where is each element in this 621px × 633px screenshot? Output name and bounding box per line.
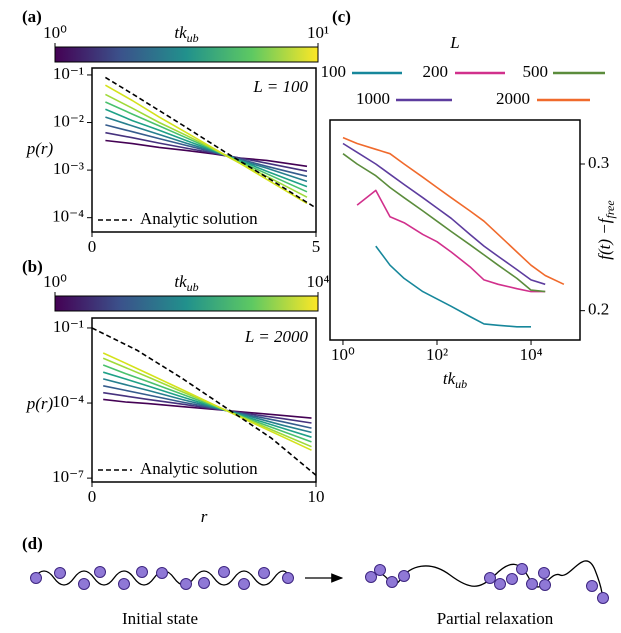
x-axis-label: r bbox=[201, 507, 208, 526]
y-tick-label: 10⁻³ bbox=[53, 159, 84, 178]
series-line bbox=[105, 93, 308, 198]
x-tick-label: 0 bbox=[88, 487, 97, 506]
colorbar-label-sub: ub bbox=[187, 280, 199, 294]
series-line bbox=[105, 124, 308, 178]
panel-label: (a) bbox=[22, 7, 42, 26]
x-tick-label: 10² bbox=[426, 345, 448, 364]
y-tick-label: 0.2 bbox=[588, 300, 609, 319]
annotation: L = 100 bbox=[252, 77, 308, 96]
colorbar-label: tkub bbox=[174, 23, 198, 45]
colorbar-tick-label: 10⁴ bbox=[307, 272, 330, 291]
series-line bbox=[103, 385, 312, 429]
x-axis-label-sub: ub bbox=[455, 377, 467, 391]
series-line bbox=[102, 371, 312, 438]
panel-label: (b) bbox=[22, 257, 43, 276]
series-line bbox=[103, 398, 312, 419]
legend-label: 500 bbox=[523, 62, 549, 81]
legend-label: Analytic solution bbox=[140, 459, 258, 478]
series-line bbox=[105, 139, 308, 168]
colorbar-tick-label: 10⁰ bbox=[43, 272, 67, 291]
series-line bbox=[102, 364, 312, 443]
panel-label: (d) bbox=[22, 534, 43, 553]
series-line bbox=[91, 327, 317, 476]
series-line bbox=[102, 357, 312, 448]
y-axis-label-sub: free bbox=[603, 200, 617, 219]
caption: Partial relaxation bbox=[437, 609, 554, 628]
x-tick-label: 5 bbox=[312, 237, 321, 256]
y-axis-label: p(r) bbox=[26, 139, 54, 158]
plot-frame bbox=[329, 119, 581, 341]
x-tick-label: 10 bbox=[308, 487, 325, 506]
series-line bbox=[102, 352, 312, 451]
series-line bbox=[375, 245, 531, 328]
colorbar bbox=[54, 46, 319, 63]
series-line bbox=[102, 378, 312, 434]
series-line bbox=[104, 76, 317, 209]
y-tick-label: 10⁻⁴ bbox=[52, 207, 84, 226]
caption: Initial state bbox=[122, 609, 198, 628]
legend-label: 2000 bbox=[496, 89, 530, 108]
legend-label: 1000 bbox=[356, 89, 390, 108]
colorbar-label: tkub bbox=[174, 272, 198, 294]
x-axis-label: tkub bbox=[443, 369, 467, 391]
x-tick-label: 10⁴ bbox=[520, 345, 543, 364]
legend-label: 100 bbox=[321, 62, 347, 81]
y-axis-label: p(r) bbox=[26, 394, 54, 413]
colorbar-label-sub: ub bbox=[187, 31, 199, 45]
series-line bbox=[105, 116, 308, 183]
colorbar bbox=[54, 295, 319, 312]
plot-frame bbox=[91, 67, 317, 233]
plot-frame bbox=[91, 317, 317, 483]
diagram: (d) Initial state Partial relaxation bbox=[22, 534, 609, 628]
beads bbox=[30, 566, 294, 590]
series-line bbox=[342, 142, 546, 286]
beads bbox=[365, 563, 609, 604]
y-axis-label: f(t) −ffree bbox=[595, 200, 617, 260]
panel-label: (c) bbox=[332, 7, 351, 26]
series-line bbox=[105, 101, 308, 193]
y-tick-label: 10⁻¹ bbox=[53, 317, 84, 336]
series-line bbox=[105, 84, 308, 205]
y-tick-label: 10⁻¹ bbox=[53, 64, 84, 83]
series-line bbox=[356, 189, 546, 293]
annotation: L = 2000 bbox=[244, 327, 309, 346]
colorbar-tick-label: 10⁰ bbox=[43, 23, 67, 42]
x-tick-label: 10⁰ bbox=[331, 345, 355, 364]
legend-label: Analytic solution bbox=[140, 209, 258, 228]
y-tick-label: 10⁻⁴ bbox=[52, 392, 84, 411]
legend-title: L bbox=[449, 33, 459, 52]
series-line bbox=[105, 131, 308, 172]
y-tick-label: 0.3 bbox=[588, 153, 609, 172]
series-line bbox=[103, 391, 312, 424]
colorbar-tick-label: 10¹ bbox=[307, 23, 329, 42]
series-line bbox=[342, 153, 546, 293]
series-line bbox=[105, 108, 308, 188]
x-tick-label: 0 bbox=[88, 237, 97, 256]
y-tick-label: 10⁻⁷ bbox=[52, 467, 84, 486]
series-line bbox=[342, 136, 565, 286]
y-tick-label: 10⁻² bbox=[53, 111, 84, 130]
legend-label: 200 bbox=[423, 62, 449, 81]
